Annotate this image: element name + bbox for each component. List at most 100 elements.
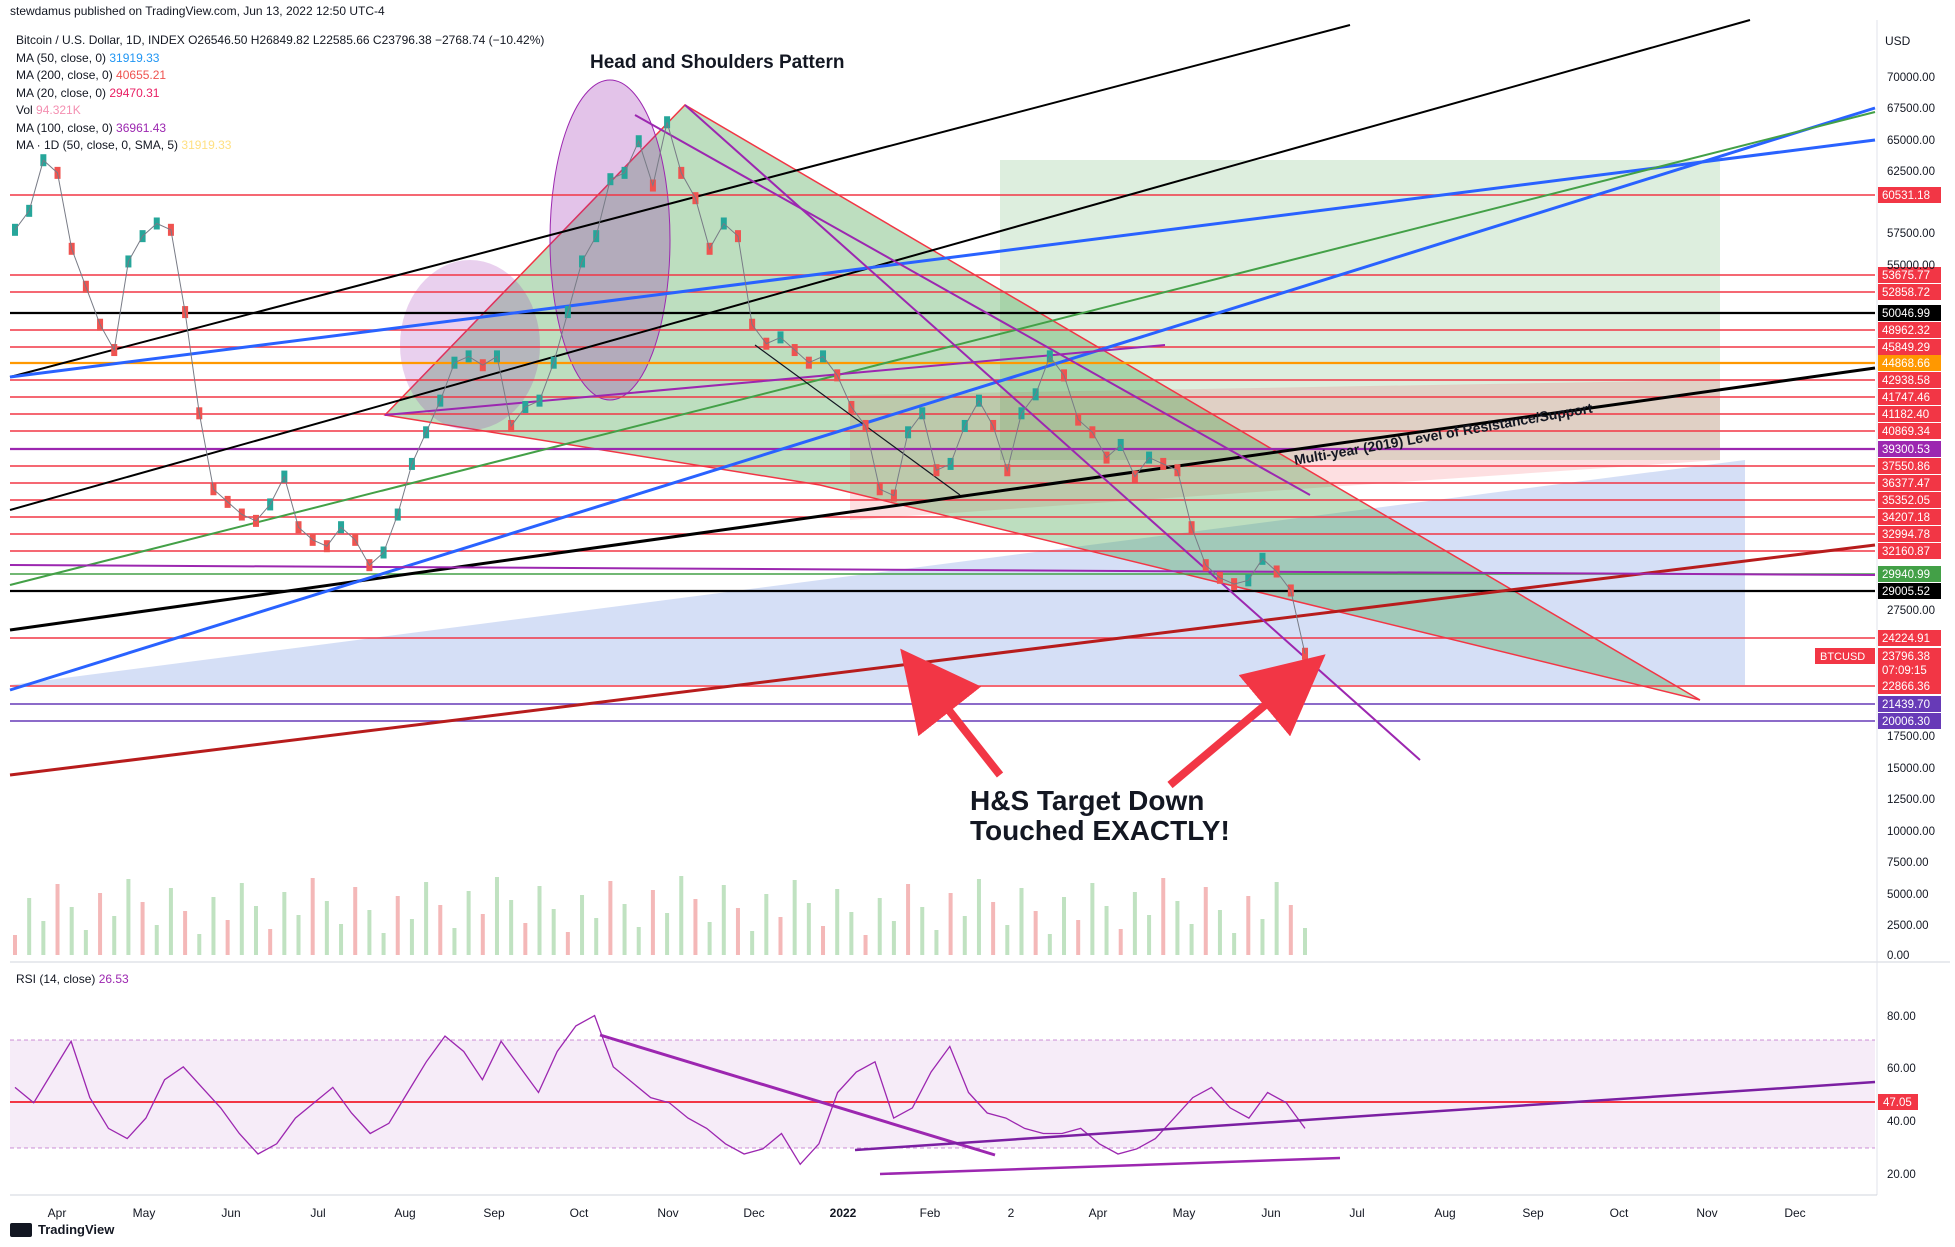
indicator-row[interactable]: MA (20, close, 0) 29470.31 xyxy=(16,85,544,103)
volume-bar xyxy=(1005,925,1010,955)
volume-bar xyxy=(523,923,528,955)
rsi-pane: 80.00 60.00 40.00 20.00 47.05 xyxy=(10,1011,1918,1181)
volume-bar xyxy=(27,898,32,955)
volume-bar xyxy=(353,887,358,955)
indicator-row[interactable]: Vol 94.321K xyxy=(16,102,544,120)
volume-bar xyxy=(1274,882,1279,955)
time-axis-tick: Nov xyxy=(1696,1206,1717,1220)
volume-bar xyxy=(707,922,712,955)
volume-bar xyxy=(849,912,854,955)
volume-bar xyxy=(920,907,925,955)
price-level-label: 52858.72 xyxy=(1882,287,1930,299)
indicator-value: 94.321K xyxy=(36,103,81,117)
rsi-value: 26.53 xyxy=(98,972,129,986)
time-axis-tick: Aug xyxy=(1434,1206,1455,1220)
price-level-tag xyxy=(1878,630,1941,646)
indicator-row[interactable]: MA · 1D (50, close, 0, SMA, 5) 31919.33 xyxy=(16,137,544,155)
hs-pattern-title: Head and Shoulders Pattern xyxy=(590,52,844,73)
volume-bar xyxy=(962,916,967,955)
volume-bar xyxy=(764,894,769,955)
price-axis-tick: 57500.00 xyxy=(1887,228,1935,240)
volume-bar xyxy=(438,905,443,955)
price-axis-tick: 70000.00 xyxy=(1887,72,1935,84)
volume-bar xyxy=(608,881,613,955)
price-axis-tick: 62500.00 xyxy=(1887,166,1935,178)
volume-bar xyxy=(1260,919,1265,955)
volume-bar xyxy=(806,903,811,955)
rsi-label: RSI (14, close) xyxy=(16,972,96,986)
price-level-label: 21439.70 xyxy=(1882,699,1930,711)
indicator-row[interactable]: MA (50, close, 0) 31919.33 xyxy=(16,50,544,68)
price-axis-tick: 65000.00 xyxy=(1887,135,1935,147)
volume-bar xyxy=(494,877,499,955)
price-level-tag xyxy=(1878,543,1941,559)
volume-bar xyxy=(183,911,188,955)
price-level-label: 32994.78 xyxy=(1882,529,1930,541)
time-axis-tick: Jun xyxy=(1261,1206,1280,1220)
price-level-tag xyxy=(1878,406,1941,422)
target-arrow-left xyxy=(900,648,1004,778)
volume-bar xyxy=(268,929,273,955)
volume-bar xyxy=(98,893,103,955)
price-level-label: 53675.77 xyxy=(1882,270,1930,282)
volume-bar xyxy=(140,902,145,955)
chart-background-layer xyxy=(10,20,1950,1196)
volume-bar xyxy=(721,885,726,955)
volume-bar xyxy=(1217,910,1222,955)
time-axis-tick: May xyxy=(133,1206,156,1220)
price-axis-tick: 15000.00 xyxy=(1887,763,1935,775)
price-level-tag xyxy=(1878,509,1941,525)
volume-bar xyxy=(792,880,797,955)
price-axis: 60531.18 53675.77 52858.72 50046.99 48962.32… xyxy=(48,72,1941,1220)
volume-bar xyxy=(1246,896,1251,955)
volume-bar xyxy=(55,884,60,955)
price-level-label: 22866.36 xyxy=(1882,681,1930,693)
hs-head-ellipse xyxy=(549,79,671,401)
price-series xyxy=(12,116,1308,955)
trend-line xyxy=(9,111,1876,586)
volume-bar xyxy=(1090,883,1095,955)
price-level-label: 45849.29 xyxy=(1882,342,1930,354)
price-level-tag xyxy=(1878,662,1941,678)
trend-line xyxy=(9,564,1876,576)
indicator-row[interactable]: MA (100, close, 0) 36961.43 xyxy=(16,120,544,138)
price-level-label: 44868.66 xyxy=(1882,358,1930,370)
volume-bar xyxy=(551,909,556,955)
volume-bar xyxy=(112,916,117,955)
price-level-tag xyxy=(1878,423,1941,439)
rsi-line xyxy=(14,1014,1306,1166)
volume-bar xyxy=(1232,933,1237,955)
indicator-row[interactable]: MA (200, close, 0) 40655.21 xyxy=(16,67,544,85)
volume-bar xyxy=(168,888,173,955)
indicator-value: 40655.21 xyxy=(116,68,167,82)
price-level-label: 60531.18 xyxy=(1882,190,1930,202)
volume-bar xyxy=(253,906,258,955)
volume-bar xyxy=(1019,888,1024,955)
indicator-label: Vol xyxy=(16,103,37,117)
price-level-label: 24224.91 xyxy=(1882,633,1930,645)
volume-bar xyxy=(1062,897,1067,955)
rsi-legend[interactable]: RSI (14, close) 26.53 xyxy=(16,972,129,986)
price-level-tag xyxy=(1878,284,1941,300)
symbol-row[interactable]: Bitcoin / U.S. Dollar, 1D, INDEX O26546.… xyxy=(16,32,544,50)
volume-bar xyxy=(296,915,301,955)
volume-bar xyxy=(778,917,783,955)
volume-bar xyxy=(381,933,386,955)
time-axis-tick: Oct xyxy=(570,1206,589,1220)
rsi-axis-tick: 20.00 xyxy=(1887,1169,1916,1181)
volume-bar xyxy=(906,884,911,955)
price-level-tag xyxy=(1878,526,1941,542)
volume-bar xyxy=(636,927,641,955)
price-level-tag xyxy=(1878,475,1941,491)
volume-bar xyxy=(324,901,329,955)
symbol-title: Bitcoin / U.S. Dollar, 1D, INDEX xyxy=(16,33,185,47)
trend-line xyxy=(684,104,1421,761)
tradingview-footer[interactable]: TradingView xyxy=(10,1222,114,1237)
volume-bar xyxy=(83,930,88,955)
indicator-label: MA (50, close, 0) xyxy=(16,50,110,65)
volume-bar xyxy=(693,899,698,955)
hs-target-line1: H&S Target Down xyxy=(970,785,1204,816)
price-level-label: 07:09:15 xyxy=(1882,665,1927,677)
volume-bar xyxy=(1189,924,1194,955)
